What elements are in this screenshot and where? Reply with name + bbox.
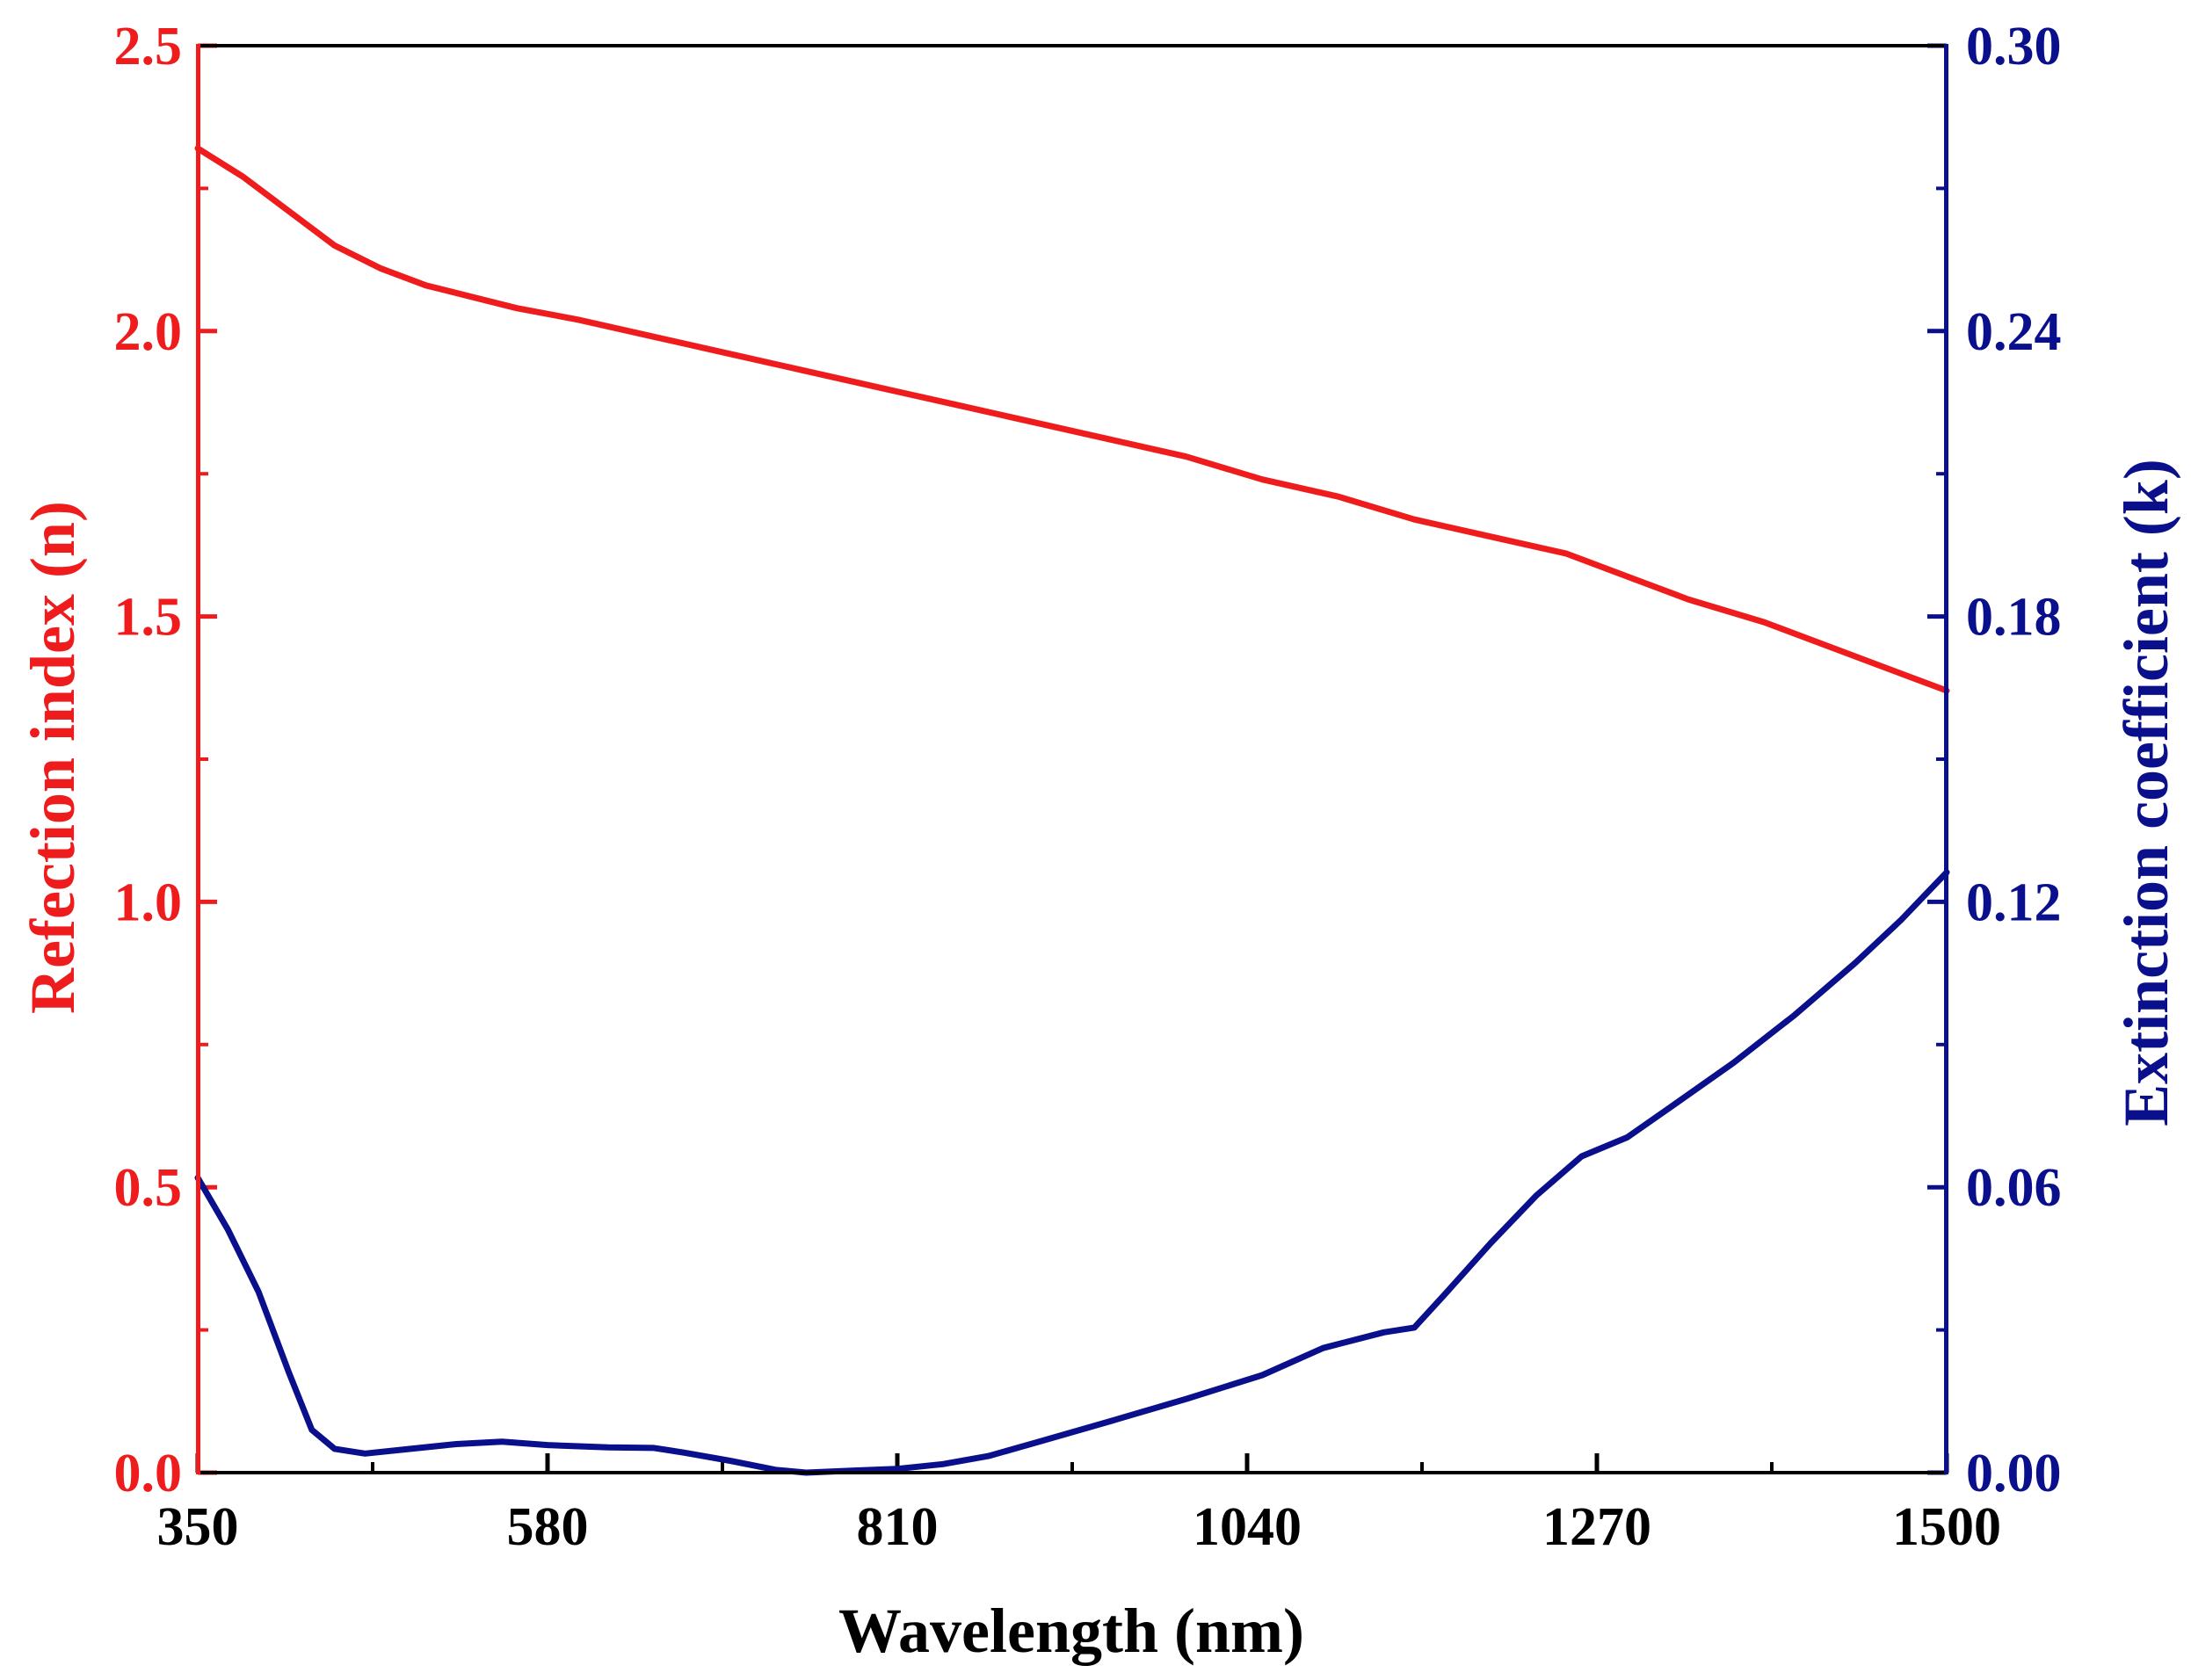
left-y-tick-label: 2.0: [114, 302, 183, 362]
plot-frame-top: [198, 44, 1947, 47]
x-tick-label: 580: [507, 1497, 589, 1557]
left-y-tick-label: 2.5: [114, 17, 183, 76]
left-y-tick-label: 0.5: [114, 1158, 183, 1218]
x-tick-label: 1270: [1542, 1497, 1651, 1557]
left-y-tick-label: 1.0: [114, 873, 183, 932]
right-y-tick-label: 0.24: [1966, 302, 2062, 362]
right-y-tick-label: 0.30: [1966, 17, 2062, 76]
left-y-tick-label: 0.0: [114, 1444, 183, 1503]
right-y-axis-line: [1944, 44, 1948, 1474]
right-y-tick-label: 0.06: [1966, 1158, 2062, 1218]
series-line-k: [194, 869, 1950, 1476]
x-tick-label: 350: [157, 1497, 239, 1557]
series-line-n: [194, 145, 1950, 694]
right-y-tick-label: 0.18: [1966, 588, 2062, 648]
right-y-tick-label: 0.12: [1966, 873, 2062, 932]
x-axis-title: Wavelength (nm): [838, 1596, 1304, 1666]
right-y-tick-label: 0.00: [1966, 1444, 2062, 1503]
left-y-axis-line: [196, 44, 200, 1474]
left-y-tick-label: 1.5: [114, 588, 183, 648]
left-y-axis-title: Refection index (n): [18, 501, 88, 1014]
x-tick-label: 1500: [1892, 1497, 2001, 1557]
x-tick-label: 810: [857, 1497, 939, 1557]
x-tick-label: 1040: [1193, 1497, 1302, 1557]
plot-frame-bottom: [198, 1471, 1947, 1474]
right-y-axis-title: Extinction coefficient (k): [2111, 459, 2181, 1126]
